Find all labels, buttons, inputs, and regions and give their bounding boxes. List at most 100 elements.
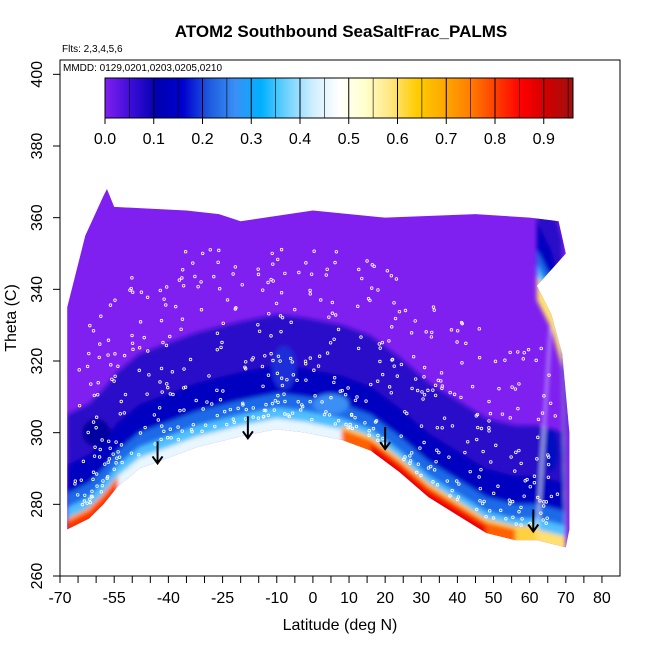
track-point (422, 440, 426, 445)
track-point (437, 450, 441, 455)
track-point (264, 402, 268, 407)
track-point (468, 469, 472, 474)
track-point (511, 515, 515, 520)
track-point (435, 448, 439, 452)
track-point (392, 364, 396, 368)
track-point (181, 386, 186, 390)
track-point (348, 422, 352, 427)
track-point (426, 466, 431, 470)
track-point (138, 320, 143, 324)
track-point (95, 392, 100, 397)
track-point (112, 467, 116, 472)
track-point (546, 453, 550, 457)
track-point (415, 388, 420, 393)
track-point (288, 356, 293, 361)
track-point (137, 453, 141, 457)
track-point (189, 427, 194, 432)
track-point (88, 500, 93, 505)
track-point (390, 358, 394, 362)
track-point (212, 274, 216, 279)
track-point (283, 412, 287, 416)
track-point (279, 291, 284, 295)
track-point (216, 260, 220, 265)
track-point (139, 290, 144, 294)
track-point (316, 364, 321, 368)
track-point (105, 476, 109, 480)
track-point (516, 350, 520, 354)
track-point (367, 429, 371, 433)
track-point (333, 260, 337, 265)
track-point (129, 286, 133, 291)
track-point (200, 429, 204, 434)
track-point (272, 408, 276, 412)
track-point (549, 494, 554, 499)
track-point (553, 414, 557, 418)
track-point (131, 347, 135, 352)
track-point (81, 459, 86, 464)
track-point (514, 450, 518, 455)
descent-arrow (379, 427, 391, 451)
track-point (464, 341, 468, 346)
track-point (158, 380, 162, 384)
track-point (111, 452, 115, 456)
track-point (346, 426, 350, 430)
x-tick-label: 30 (412, 590, 430, 607)
track-point (269, 352, 273, 356)
x-tick-label: 70 (557, 590, 575, 607)
track-point (94, 472, 99, 476)
track-point (433, 393, 438, 398)
track-point (319, 298, 323, 302)
track-point (256, 272, 261, 277)
track-point (233, 265, 238, 269)
track-point (409, 331, 414, 335)
track-point (470, 384, 475, 389)
track-point (439, 371, 444, 375)
track-point (304, 378, 308, 382)
track-point (99, 314, 103, 318)
track-point (137, 346, 142, 350)
track-point (99, 490, 104, 494)
track-point (73, 482, 77, 486)
track-point (205, 400, 209, 404)
track-point (333, 422, 338, 426)
track-point (270, 401, 275, 406)
track-point (376, 288, 380, 292)
track-point (152, 413, 157, 417)
track-point (98, 447, 102, 452)
flights-note: Flts: 2,3,4,5,6 (62, 44, 123, 55)
track-point (77, 403, 82, 408)
track-point (491, 516, 496, 520)
track-point (510, 385, 514, 389)
track-point (178, 408, 182, 413)
track-point (266, 413, 270, 418)
track-point (236, 406, 240, 411)
track-point (353, 398, 358, 403)
track-point (169, 436, 173, 440)
track-point (115, 456, 119, 460)
track-point (106, 338, 111, 342)
track-point (250, 358, 254, 362)
track-point (295, 378, 299, 383)
track-point (263, 354, 267, 358)
track-point (260, 364, 265, 369)
track-point (89, 382, 93, 386)
track-point (514, 522, 518, 526)
track-point (243, 417, 248, 421)
track-point (304, 261, 308, 265)
track-point (439, 379, 443, 383)
track-point (410, 386, 414, 391)
track-point (123, 392, 128, 397)
flight-track-points (73, 247, 560, 527)
track-point (510, 499, 515, 504)
track-point (129, 451, 134, 455)
track-point (130, 341, 135, 345)
track-point (158, 288, 163, 293)
track-point (517, 382, 521, 386)
track-point (405, 411, 409, 416)
track-point (422, 365, 427, 370)
track-point (539, 511, 543, 515)
track-point (535, 457, 539, 461)
track-point (180, 429, 184, 433)
track-point (474, 507, 479, 512)
track-point (450, 424, 455, 428)
